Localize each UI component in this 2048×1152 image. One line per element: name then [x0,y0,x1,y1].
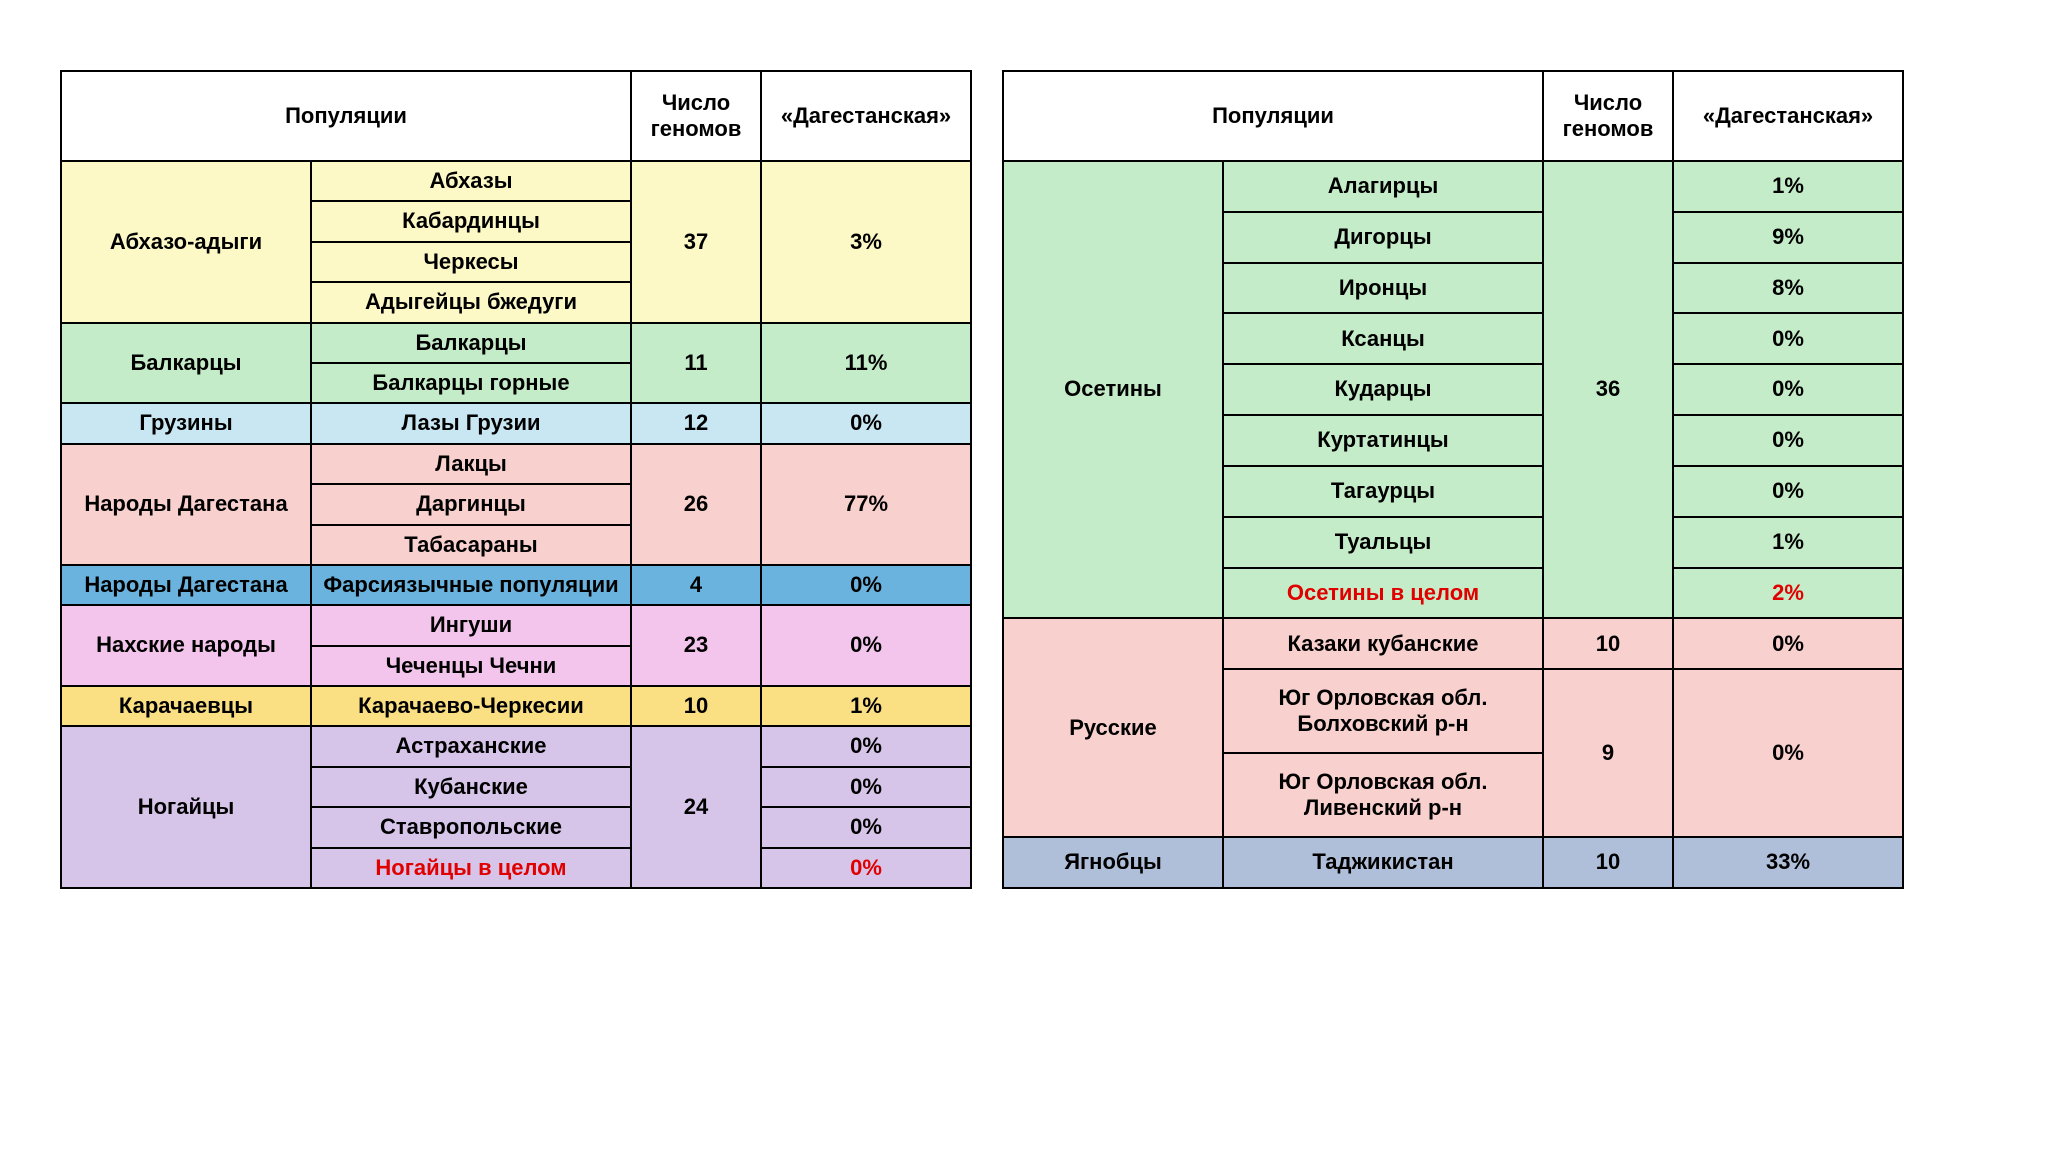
subpop-label: Дигорцы [1223,212,1543,263]
subpop-label: Адыгейцы бжедуги [311,282,631,322]
genome-count: 12 [631,403,761,443]
subpop-label: Тагаурцы [1223,466,1543,517]
dagestani-pct: 9% [1673,212,1903,263]
dagestani-pct: 2% [1673,568,1903,619]
subpop-label: Ставропольские [311,807,631,847]
genome-count: 24 [631,726,761,888]
genome-count: 37 [631,161,761,323]
subpop-label: Алагирцы [1223,161,1543,212]
subpop-label: Абхазы [311,161,631,201]
header-genomes: Числогеномов [631,71,761,161]
dagestani-pct: 1% [761,686,971,726]
subpop-label: Иронцы [1223,263,1543,314]
subpop-label: Таджикистан [1223,837,1543,888]
subpop-label: Юг Орловская обл.Ливенский р-н [1223,753,1543,837]
group-label: Грузины [61,403,311,443]
dagestani-pct: 0% [761,726,971,766]
header-populations: Популяции [1003,71,1543,161]
genome-count: 9 [1543,669,1673,837]
subpop-label: Куртатинцы [1223,415,1543,466]
dagestani-pct: 0% [761,565,971,605]
group-label: Ягнобцы [1003,837,1223,888]
subpop-label: Астраханские [311,726,631,766]
dagestani-pct: 33% [1673,837,1903,888]
subpop-label: Карачаево-Черкесии [311,686,631,726]
dagestani-pct: 0% [761,605,971,686]
dagestani-pct: 1% [1673,517,1903,568]
dagestani-pct: 0% [1673,618,1903,669]
subpop-label: Ингуши [311,605,631,645]
header-dagestani: «Дагестанская» [761,71,971,161]
right-table: ПопуляцииЧислогеномов«Дагестанская» Осети… [1002,70,1904,889]
dagestani-pct: 0% [761,767,971,807]
genome-count: 10 [1543,837,1673,888]
subpop-label: Ногайцы в целом [311,848,631,888]
subpop-label: Казаки кубанские [1223,618,1543,669]
dagestani-pct: 0% [761,848,971,888]
subpop-label: Даргинцы [311,484,631,524]
dagestani-pct: 8% [1673,263,1903,314]
genome-count: 36 [1543,161,1673,618]
subpop-label: Кубанские [311,767,631,807]
group-label: Осетины [1003,161,1223,618]
subpop-label: Черкесы [311,242,631,282]
header-dagestani: «Дагестанская» [1673,71,1903,161]
group-label: Русские [1003,618,1223,837]
dagestani-pct: 0% [1673,313,1903,364]
dagestani-pct: 0% [1673,364,1903,415]
subpop-label: Юг Орловская обл.Болховский р-н [1223,669,1543,753]
group-label: Балкарцы [61,323,311,404]
dagestani-pct: 0% [1673,466,1903,517]
subpop-label: Чеченцы Чечни [311,646,631,686]
header-genomes: Числогеномов [1543,71,1673,161]
dagestani-pct: 0% [1673,669,1903,837]
subpop-label: Туальцы [1223,517,1543,568]
dagestani-pct: 77% [761,444,971,565]
tables-container: ПопуляцииЧислогеномов«Дагестанская»Абхаз… [0,0,2048,959]
dagestani-pct: 11% [761,323,971,404]
genome-count: 10 [631,686,761,726]
genome-count: 23 [631,605,761,686]
dagestani-pct: 0% [1673,415,1903,466]
subpop-label: Лазы Грузии [311,403,631,443]
left-table: ПопуляцииЧислогеномов«Дагестанская» Абхаз… [60,70,972,889]
dagestani-pct: 3% [761,161,971,323]
group-label: Нахские народы [61,605,311,686]
dagestani-pct: 0% [761,403,971,443]
genome-count: 11 [631,323,761,404]
header-populations: Популяции [61,71,631,161]
subpop-label: Кабардинцы [311,201,631,241]
subpop-label: Лакцы [311,444,631,484]
group-label: Народы Дагестана [61,444,311,565]
subpop-label: Ксанцы [1223,313,1543,364]
genome-count: 4 [631,565,761,605]
dagestani-pct: 1% [1673,161,1903,212]
genome-count: 10 [1543,618,1673,669]
group-label: Абхазо-адыги [61,161,311,323]
genome-count: 26 [631,444,761,565]
group-label: Ногайцы [61,726,311,888]
subpop-label: Балкарцы горные [311,363,631,403]
subpop-label: Фарсиязычные популяции [311,565,631,605]
subpop-label: Табасараны [311,525,631,565]
subpop-label: Балкарцы [311,323,631,363]
subpop-label: Кударцы [1223,364,1543,415]
subpop-label: Осетины в целом [1223,568,1543,619]
dagestani-pct: 0% [761,807,971,847]
group-label: Карачаевцы [61,686,311,726]
group-label: Народы Дагестана [61,565,311,605]
